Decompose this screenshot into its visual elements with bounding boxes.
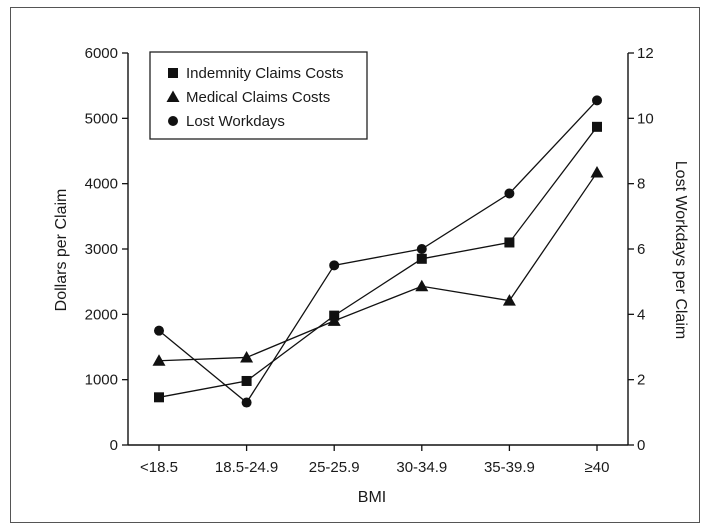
- data-point-circle: [154, 325, 164, 336]
- data-point-triangle: [415, 279, 429, 292]
- axes: 0 1000 2000 3000 4000 5000 6000 0 2 4 6 8 10 12 <18.5 1…: [85, 45, 654, 476]
- legend-marker-circle: [168, 116, 178, 126]
- x-axis-title: BMI: [358, 489, 386, 506]
- legend-label: Medical Claims Costs: [186, 89, 330, 106]
- data-point-circle: [329, 260, 340, 271]
- y-tick-label: 0: [110, 437, 118, 454]
- x-tick-label: 18.5-24.9: [215, 459, 278, 476]
- data-point-square: [504, 237, 515, 248]
- legend-label: Lost Workdays: [186, 113, 285, 130]
- data-point-circle: [416, 244, 427, 254]
- data-point-square: [416, 253, 427, 264]
- data-point-square: [241, 375, 252, 386]
- y2-tick-label: 8: [637, 176, 645, 193]
- y2-tick-label: 4: [637, 306, 645, 323]
- legend-marker-square: [168, 68, 178, 78]
- y-tick-label: 6000: [85, 45, 118, 62]
- y-tick-label: 3000: [85, 241, 118, 258]
- y2-tick-label: 2: [637, 372, 645, 389]
- legend: Indemnity Claims Costs Medical Claims Cos…: [149, 51, 368, 140]
- series-line-triangle: [158, 172, 598, 362]
- x-tick-label: ≥40: [585, 459, 610, 476]
- data-point-circle: [592, 95, 602, 106]
- data-point-circle: [504, 188, 515, 199]
- legend-box: [149, 51, 368, 140]
- x-tick-label: 25-25.9: [309, 459, 360, 476]
- data-point-triangle: [590, 166, 604, 178]
- data-point-square: [592, 121, 602, 132]
- legend-marker-triangle: [166, 90, 180, 102]
- y-tick-label: 5000: [85, 110, 118, 127]
- y2-tick-label: 6: [637, 241, 645, 258]
- data-point-triangle: [502, 294, 516, 306]
- x-tick-label: <18.5: [140, 459, 178, 476]
- data-point-circle: [241, 397, 252, 408]
- series-layer: [152, 95, 604, 408]
- y-tick-label: 4000: [85, 176, 118, 193]
- y-tick-label: 2000: [85, 306, 118, 323]
- data-point-triangle: [240, 350, 254, 363]
- series-line-circle: [158, 99, 598, 404]
- legend-label: Indemnity Claims Costs: [186, 65, 344, 82]
- y2-axis-title: Lost Workdays per Claim: [672, 161, 689, 339]
- y-tick-label: 1000: [85, 372, 118, 389]
- y2-tick-label: 0: [637, 437, 645, 454]
- series-line-square: [158, 126, 598, 398]
- data-point-square: [154, 392, 164, 403]
- x-tick-label: 35-39.9: [484, 459, 535, 476]
- y2-tick-label: 12: [637, 45, 654, 62]
- y-axis-title: Dollars per Claim: [53, 189, 70, 312]
- y2-tick-label: 10: [637, 110, 654, 127]
- data-point-triangle: [327, 314, 341, 326]
- data-point-triangle: [152, 354, 166, 366]
- x-tick-label: 30-34.9: [396, 459, 447, 476]
